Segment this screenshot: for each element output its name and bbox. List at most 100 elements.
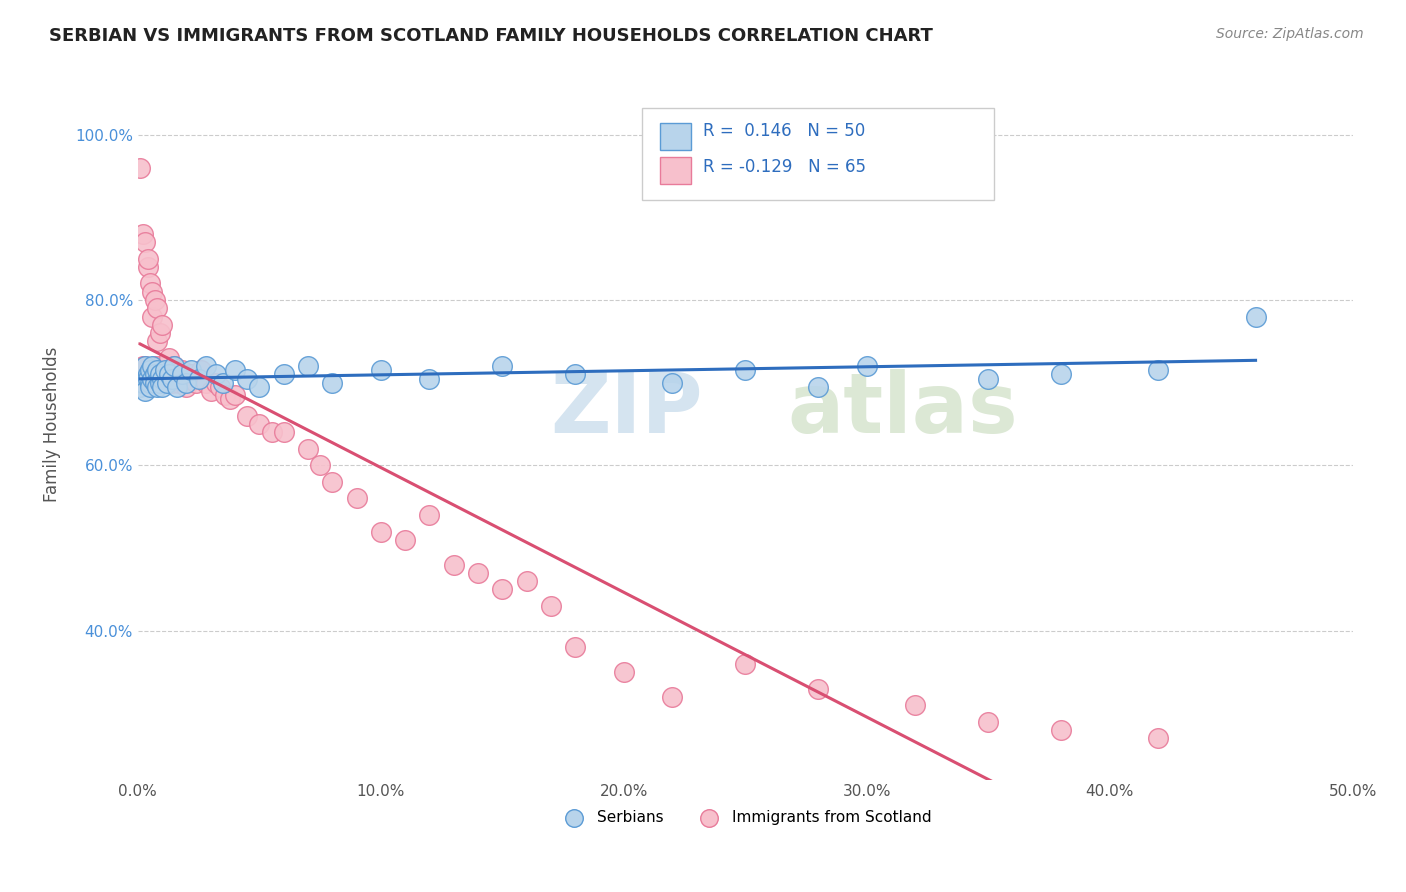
Point [467, 566, 489, 580]
Point [139, 277, 162, 291]
Point [129, 376, 152, 390]
Point [224, 388, 246, 402]
FancyBboxPatch shape [661, 157, 690, 184]
Point [540, 599, 562, 613]
Point [209, 380, 232, 394]
Point [146, 363, 169, 377]
Point [977, 714, 1000, 729]
Point [141, 285, 163, 299]
Point [734, 363, 756, 377]
Point [176, 376, 198, 390]
Point [734, 657, 756, 671]
Point [141, 310, 163, 324]
Point [139, 376, 162, 390]
Point [977, 371, 1000, 385]
Point [297, 442, 319, 456]
Point [149, 359, 172, 374]
Point [166, 368, 188, 382]
Y-axis label: Family Households: Family Households [44, 346, 60, 502]
Point [661, 690, 683, 704]
Point [139, 376, 162, 390]
Point [134, 235, 156, 249]
Point [194, 376, 217, 390]
FancyBboxPatch shape [643, 108, 994, 200]
Point [236, 371, 259, 385]
Point [163, 359, 186, 374]
Point [904, 698, 927, 713]
Point [150, 380, 173, 394]
Point [418, 508, 440, 522]
Point [146, 380, 169, 394]
Point [149, 376, 172, 390]
Point [180, 363, 202, 377]
Point [491, 359, 513, 374]
Point [236, 409, 259, 423]
Point [297, 359, 319, 374]
Point [200, 384, 222, 398]
Point [143, 376, 166, 390]
Point [149, 368, 172, 382]
Point [170, 363, 193, 377]
Point [1147, 731, 1170, 746]
Point [146, 301, 169, 316]
Point [564, 368, 586, 382]
Point [204, 368, 226, 382]
Point [1147, 363, 1170, 377]
Point [370, 524, 392, 539]
Point [370, 363, 392, 377]
Point [247, 417, 270, 431]
Point [273, 425, 295, 440]
Point [180, 368, 202, 382]
Point [613, 665, 636, 679]
FancyBboxPatch shape [661, 123, 690, 150]
Text: SERBIAN VS IMMIGRANTS FROM SCOTLAND FAMILY HOUSEHOLDS CORRELATION CHART: SERBIAN VS IMMIGRANTS FROM SCOTLAND FAMI… [49, 27, 934, 45]
Point [159, 368, 181, 382]
Point [160, 371, 183, 385]
Point [143, 368, 166, 382]
Point [807, 681, 830, 696]
Point [156, 368, 179, 382]
Point [516, 574, 538, 589]
Point [1244, 310, 1267, 324]
Point [346, 491, 368, 506]
Point [1050, 368, 1073, 382]
Point [204, 376, 226, 390]
Point [141, 359, 163, 374]
Point [166, 380, 188, 394]
Point [134, 359, 156, 374]
Point [136, 371, 159, 385]
Point [170, 368, 193, 382]
Point [139, 380, 162, 394]
Point [146, 334, 169, 349]
Point [150, 318, 173, 332]
Point [129, 380, 152, 394]
Point [150, 376, 173, 390]
Point [224, 363, 246, 377]
Point [856, 359, 879, 374]
Point [321, 475, 343, 489]
Text: R =  0.146   N = 50: R = 0.146 N = 50 [703, 122, 865, 140]
Point [136, 252, 159, 266]
Point [153, 359, 176, 374]
Point [187, 371, 209, 385]
Point [129, 161, 152, 175]
Point [132, 376, 155, 390]
Point [176, 380, 198, 394]
Text: Source: ZipAtlas.com: Source: ZipAtlas.com [1216, 27, 1364, 41]
Point [173, 371, 195, 385]
Point [190, 363, 212, 377]
Text: ZIP: ZIP [550, 369, 703, 450]
Text: R = -0.129   N = 65: R = -0.129 N = 65 [703, 158, 866, 176]
Point [321, 376, 343, 390]
Point [153, 363, 176, 377]
Point [260, 425, 283, 440]
Point [443, 558, 465, 572]
Point [132, 359, 155, 374]
Point [212, 376, 235, 390]
Point [418, 371, 440, 385]
Legend: Serbians, Immigrants from Scotland: Serbians, Immigrants from Scotland [558, 810, 932, 825]
Point [136, 368, 159, 382]
Point [491, 582, 513, 597]
Point [214, 388, 236, 402]
Point [167, 376, 190, 390]
